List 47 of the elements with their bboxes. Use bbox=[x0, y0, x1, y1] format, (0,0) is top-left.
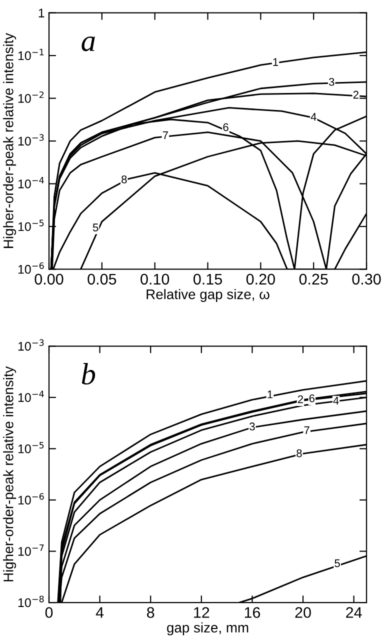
y-tick-label: 10$^{−7}$ bbox=[18, 544, 44, 556]
x-axis-title: Relative gap size, ω bbox=[146, 289, 270, 302]
annotation: 8 bbox=[296, 449, 302, 458]
y-tick-label: 10$^{−8}$ bbox=[18, 596, 44, 608]
annotation: 2 bbox=[353, 90, 358, 99]
x-tick-label: 0.10 bbox=[140, 274, 170, 285]
annotation: 5 bbox=[92, 224, 98, 232]
x-tick-label: 0.25 bbox=[299, 274, 328, 285]
y-tick-label: 10$^{−3}$ bbox=[18, 339, 44, 351]
annotation: 7 bbox=[162, 131, 168, 140]
y-axis-title: Higher-order-peak relative intensity bbox=[3, 32, 16, 248]
x-tick-label: 20 bbox=[295, 607, 311, 618]
y-tick-label: 10$^{−3}$ bbox=[18, 134, 44, 146]
annotation: 8 bbox=[122, 175, 127, 184]
y-tick-label: 10$^{−5}$ bbox=[18, 442, 44, 454]
y-axis-title: Higher-order-peak relative intensity bbox=[3, 366, 16, 582]
annotation: 1 bbox=[268, 390, 273, 398]
annotation: 4 bbox=[333, 396, 339, 404]
annotation: 6 bbox=[309, 394, 315, 402]
annotation: b bbox=[82, 363, 96, 385]
x-tick-label: 16 bbox=[244, 607, 260, 618]
x-tick-label: 0.05 bbox=[88, 274, 116, 285]
y-tick-label: 10$^{−6}$ bbox=[18, 262, 44, 274]
y-tick-label: 10$^{−1}$ bbox=[18, 48, 44, 60]
y-tick-label: 10$^{−6}$ bbox=[18, 493, 44, 505]
y-tick-label: 10$^{−4}$ bbox=[18, 390, 44, 402]
annotation: 2 bbox=[298, 395, 304, 404]
annotation: 7 bbox=[304, 426, 310, 434]
y-tick-label: 10$^{−2}$ bbox=[18, 91, 44, 103]
y-tick-label: 10$^{−5}$ bbox=[18, 220, 44, 232]
annotation: 3 bbox=[328, 78, 334, 86]
x-tick-label: 4 bbox=[96, 607, 104, 618]
annotation: a bbox=[82, 36, 95, 52]
x-tick-label: 24 bbox=[346, 607, 362, 618]
x-axis-title: gap size, mm bbox=[167, 622, 248, 636]
x-tick-label: 0.30 bbox=[352, 274, 381, 285]
annotation: 1 bbox=[273, 58, 278, 66]
y-tick-label: 10$^{−4}$ bbox=[18, 177, 44, 188]
x-tick-label: 0 bbox=[45, 607, 53, 618]
x-tick-label: 0.20 bbox=[246, 274, 275, 285]
x-tick-label: 0.15 bbox=[193, 274, 222, 285]
annotation: 5 bbox=[334, 559, 340, 568]
x-tick-label: 8 bbox=[147, 607, 154, 618]
x-tick-label: 0.00 bbox=[34, 274, 64, 285]
x-tick-label: 12 bbox=[194, 607, 210, 618]
annotation: 6 bbox=[223, 123, 228, 132]
y-tick-label: 1 bbox=[38, 8, 44, 18]
